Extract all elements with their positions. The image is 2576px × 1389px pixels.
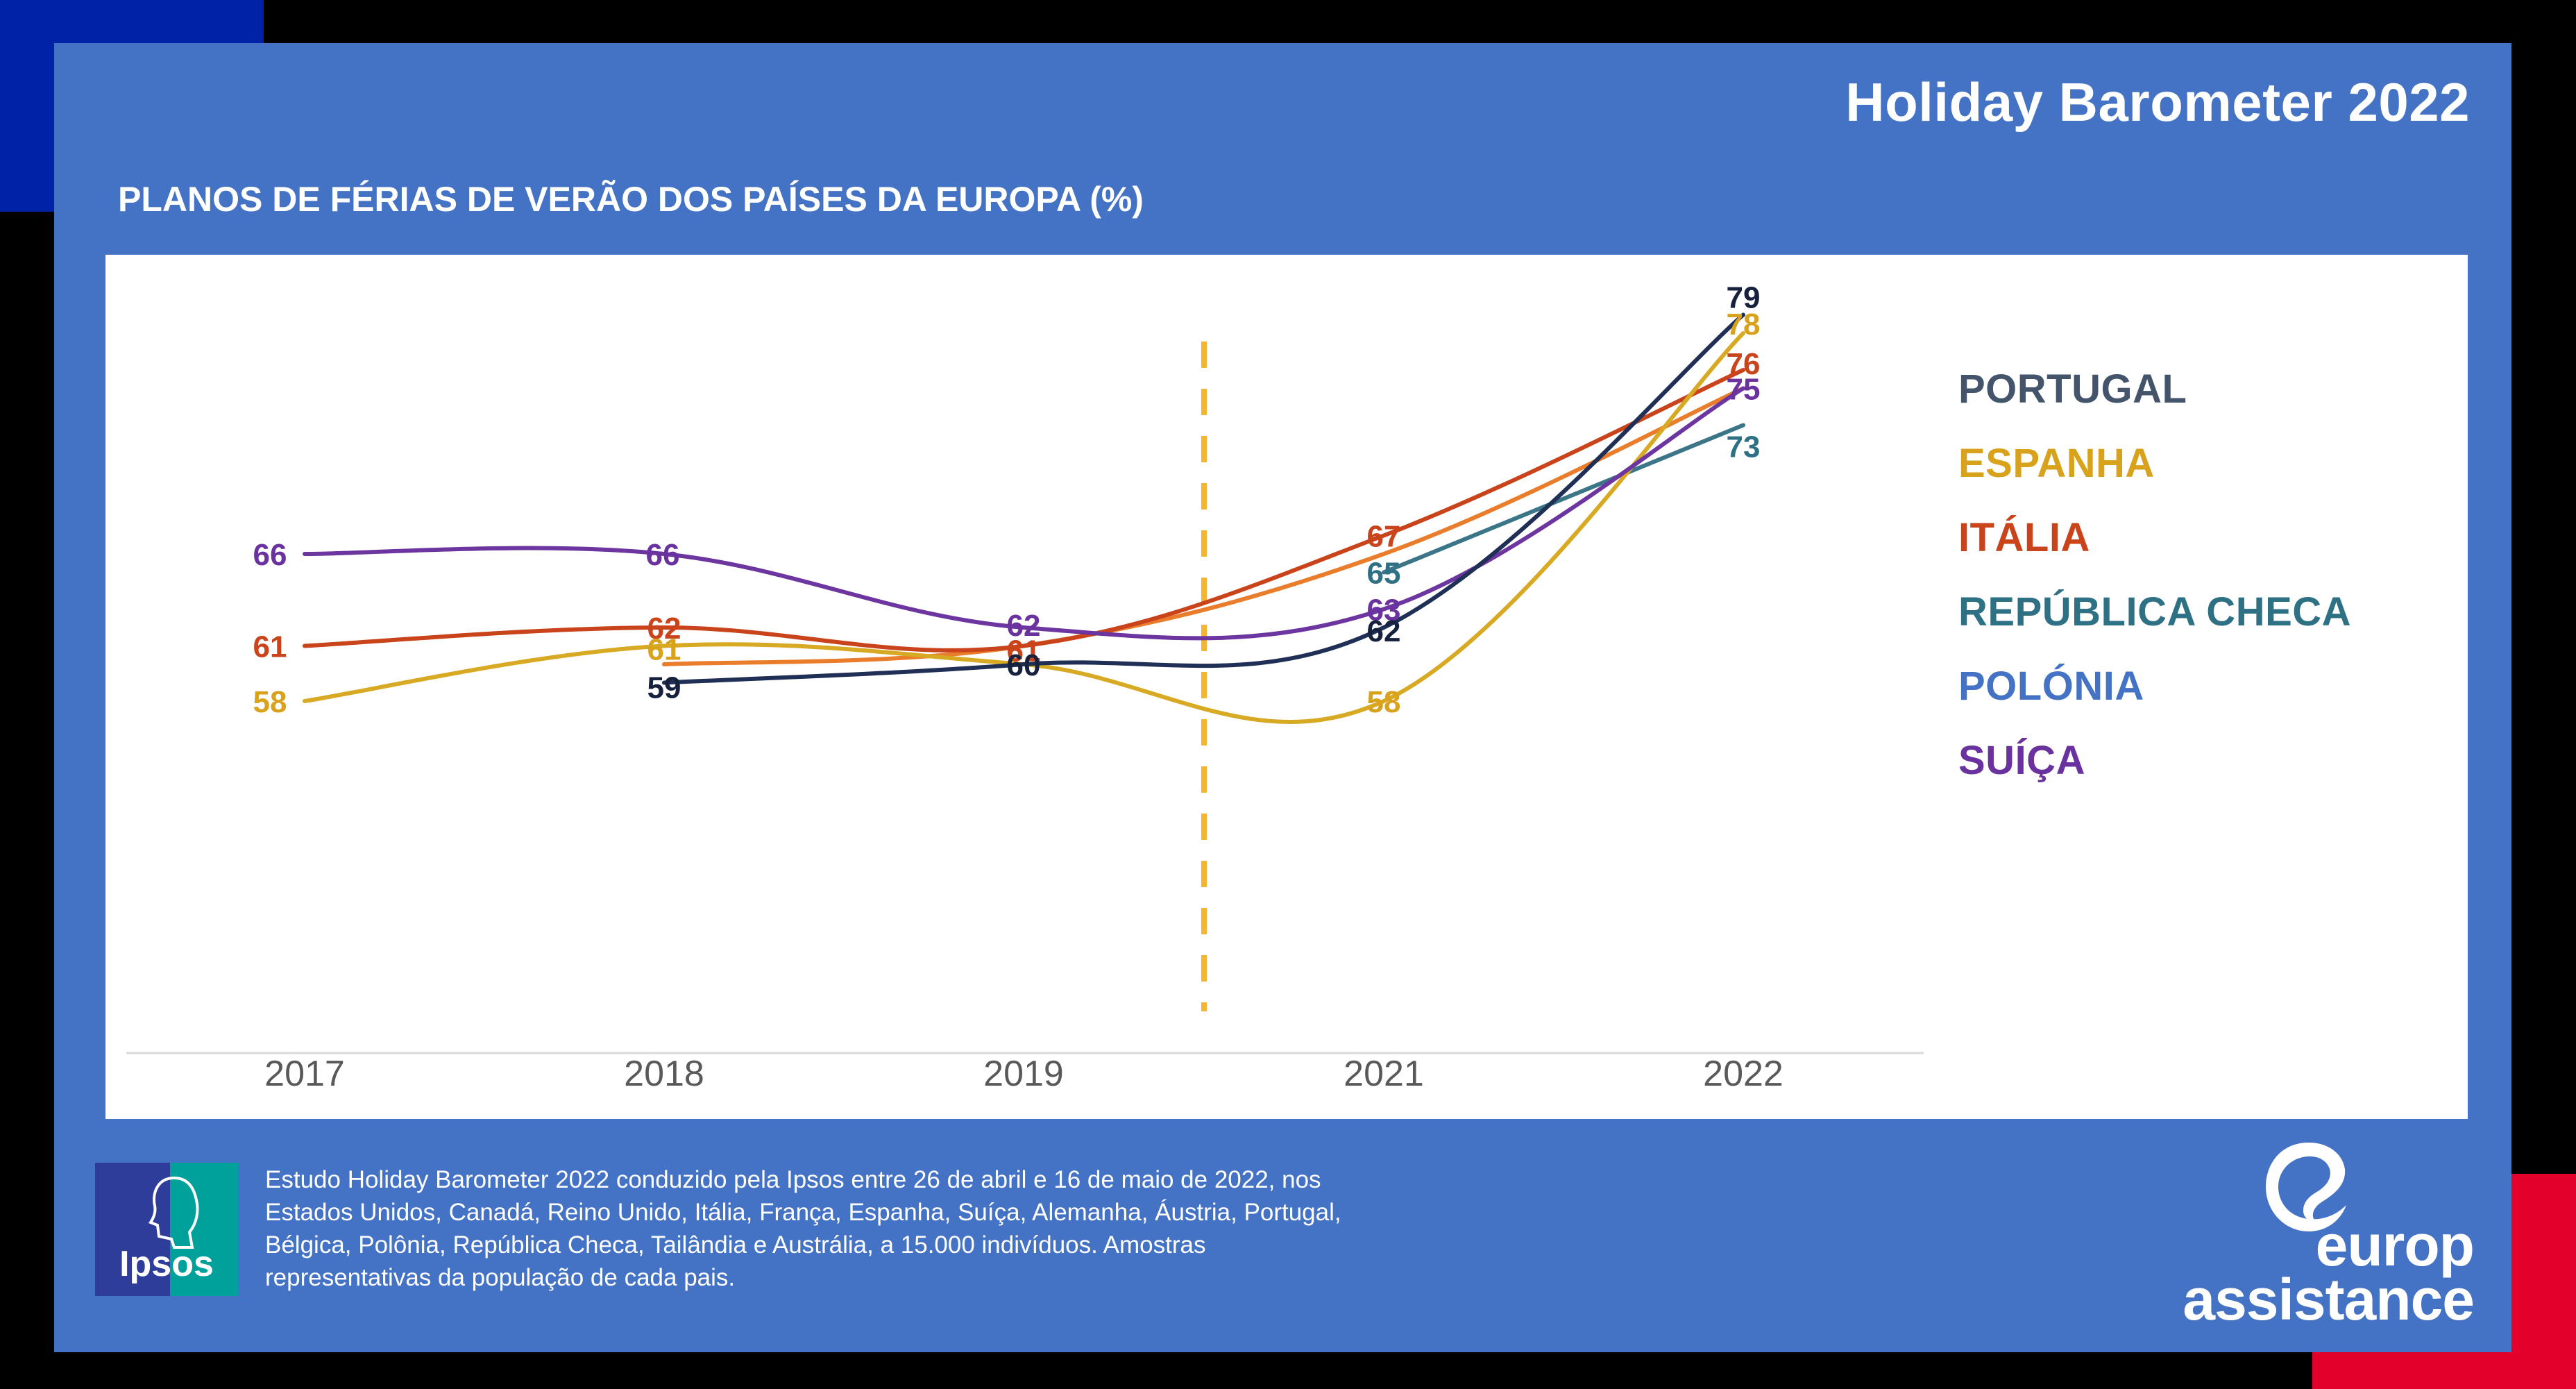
brand-text-europ: europ xyxy=(2315,1213,2475,1278)
data-label-republica-checa-2022: 73 xyxy=(1727,430,1761,464)
chart-card: 2017 2018 2019 2021 2022 66 61 58 66 62 61 59 62 61 60… xyxy=(105,255,2468,1119)
series-line-espanha xyxy=(303,331,1745,724)
data-label-suica-2019: 62 xyxy=(1007,609,1041,643)
europ-assistance-swirl-icon xyxy=(2266,1143,2346,1231)
data-label-portugal-2019: 60 xyxy=(1007,648,1041,682)
x-tick-label-2017: 2017 xyxy=(264,1054,345,1094)
line-chart: 2017 2018 2019 2021 202266615866626159626160… xyxy=(126,281,1924,1094)
europ-assistance-logo: europ assistance xyxy=(2183,1138,2475,1340)
data-label-suica-2021: 63 xyxy=(1367,594,1401,628)
series-line-suica xyxy=(303,386,1745,641)
brand-text-assistance: assistance xyxy=(2183,1267,2475,1332)
data-label-italia-2019: 61 xyxy=(1007,634,1041,668)
legend-item-espanha: ESPANHA xyxy=(1958,441,2155,486)
legend-item-italia: ITÁLIA xyxy=(1958,515,2090,560)
data-label-suica-2022: 75 xyxy=(1727,373,1761,407)
legend-item-republica-checa: REPÚBLICA CHECA xyxy=(1958,589,2352,634)
data-label-espanha-2022: 78 xyxy=(1727,308,1761,342)
legend-item-suica: SUÍÇA xyxy=(1958,738,2085,783)
x-tick-label-2021: 2021 xyxy=(1344,1054,1424,1094)
data-label-italia-2021: 67 xyxy=(1367,520,1401,554)
chart-legend: PORTUGAL ESPANHA ITÁLIA REPÚBLICA CHECA … xyxy=(1958,352,2351,798)
chart-title: PLANOS DE FÉRIAS DE VERÃO DOS PAÍSES DA … xyxy=(118,180,1144,219)
ipsos-logo: Ipsos xyxy=(95,1163,238,1296)
data-label-portugal-2021: 62 xyxy=(1367,614,1401,648)
series-line-republica-checa xyxy=(1382,423,1745,575)
data-label-espanha-2017: 58 xyxy=(253,685,287,719)
data-label-republica-checa-2021: 65 xyxy=(1367,557,1401,591)
x-tick-label-2018: 2018 xyxy=(624,1054,704,1094)
data-label-suica-2017: 66 xyxy=(253,538,287,572)
profile-head-icon xyxy=(148,1176,199,1249)
series-line-portugal xyxy=(662,312,1745,685)
data-label-suica-2018: 66 xyxy=(646,538,680,572)
report-title: Holiday Barometer 2022 xyxy=(1845,71,2470,133)
legend-item-portugal: PORTUGAL xyxy=(1958,367,2187,412)
legend-item-polonia: POLÓNIA xyxy=(1958,664,2144,709)
data-label-espanha-2021: 58 xyxy=(1367,685,1401,719)
slide-panel: Holiday Barometer 2022 PLANOS DE FÉRIAS … xyxy=(54,43,2511,1352)
methodology-note: Estudo Holiday Barometer 2022 conduzido … xyxy=(265,1166,1341,1291)
series-line-italia xyxy=(303,368,1745,653)
data-label-italia-2022: 76 xyxy=(1727,347,1761,381)
data-label-portugal-2018: 59 xyxy=(647,671,681,705)
data-label-portugal-2022: 79 xyxy=(1727,281,1761,315)
x-tick-label-2022: 2022 xyxy=(1703,1054,1783,1094)
x-tick-label-2019: 2019 xyxy=(983,1054,1064,1094)
data-label-italia-2018: 62 xyxy=(647,612,681,646)
ipsos-logo-text: Ipsos xyxy=(119,1244,214,1284)
data-label-italia-2017: 61 xyxy=(253,630,287,664)
data-label-espanha-2018: 61 xyxy=(647,633,681,667)
